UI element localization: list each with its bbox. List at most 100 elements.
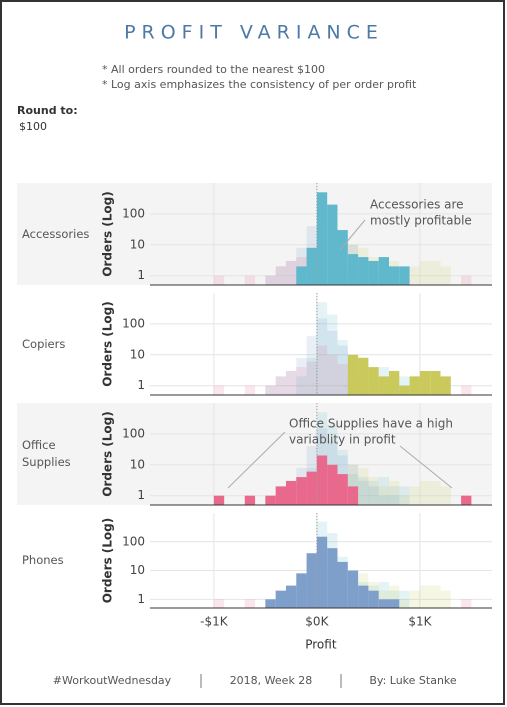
- category-label: Copiers: [22, 336, 66, 351]
- bar: [337, 230, 348, 285]
- ghost-bar: [399, 599, 410, 608]
- panel-background: [17, 183, 492, 285]
- bar: [265, 495, 276, 505]
- ghost-bar: [213, 275, 225, 285]
- ghost-bar: [306, 357, 317, 395]
- ghost-bar: [461, 275, 472, 285]
- ghost-bar: [306, 361, 317, 395]
- bar: [430, 370, 441, 395]
- bar: [316, 455, 328, 505]
- ghost-bar: [296, 367, 307, 395]
- y-tick-label: 100: [122, 426, 145, 440]
- panel-background: [17, 403, 492, 505]
- ghost-bar: [244, 275, 256, 285]
- ghost-bar: [419, 480, 431, 505]
- bar: [347, 354, 359, 395]
- x-tick-label: -$1K: [200, 615, 229, 629]
- ghost-bar: [285, 370, 297, 395]
- y-tick-label: 1: [137, 488, 145, 502]
- ghost-bar: [388, 480, 400, 505]
- ghost-bar: [368, 486, 379, 505]
- round-label: Round to:: [17, 104, 78, 117]
- ghost-bar: [213, 385, 225, 395]
- bar: [358, 357, 369, 395]
- bar: [285, 480, 297, 505]
- bar: [327, 204, 338, 285]
- ghost-bar: [419, 585, 431, 608]
- annotation: variablity in profit: [289, 433, 396, 447]
- ghost-bar: [244, 385, 256, 395]
- ghost-bar: [285, 260, 297, 285]
- ghost-bar: [409, 486, 420, 505]
- y-tick-label: 10: [130, 563, 145, 577]
- annotation: Accessories are: [370, 198, 464, 212]
- ghost-bar: [213, 599, 225, 608]
- y-axis-title: Orders (Log): [101, 191, 115, 277]
- ghost-bar: [306, 336, 317, 395]
- annotation-leader: [399, 445, 453, 489]
- ghost-bar: [388, 495, 400, 505]
- ghost-bar: [378, 495, 389, 505]
- y-axis-title: Orders (Log): [101, 411, 115, 497]
- ghost-bar: [461, 599, 472, 608]
- round-value: $100: [19, 120, 47, 133]
- bar: [275, 486, 286, 505]
- bar: [316, 536, 328, 608]
- ghost-bar: [461, 385, 472, 395]
- bar: [347, 486, 359, 505]
- ghost-bar: [399, 590, 410, 608]
- ghost-bar: [378, 582, 389, 608]
- ghost-bar: [275, 376, 286, 395]
- ghost-bar: [440, 486, 451, 505]
- bar: [296, 573, 307, 608]
- ghost-bar: [275, 266, 286, 285]
- bar: [347, 570, 359, 608]
- ghost-bar: [337, 340, 348, 395]
- ghost-bar: [275, 266, 286, 285]
- ghost-bar: [368, 477, 379, 505]
- ghost-bar: [327, 354, 338, 395]
- ghost-bar: [378, 486, 389, 505]
- bar: [306, 247, 317, 285]
- category-label: Office Supplies: [22, 438, 71, 469]
- footer-text: #WorkoutWednesday: [53, 674, 172, 687]
- ghost-bar: [327, 314, 338, 395]
- bar: [419, 370, 431, 395]
- bar: [327, 464, 338, 505]
- bar: [296, 266, 307, 285]
- y-tick-label: 100: [122, 316, 145, 330]
- ghost-bar: [440, 590, 451, 608]
- y-tick-label: 1: [137, 592, 145, 606]
- ghost-bar: [440, 266, 451, 285]
- ghost-bar: [388, 486, 400, 505]
- bar: [368, 260, 379, 285]
- ghost-bar: [399, 495, 410, 505]
- bar: [337, 474, 348, 505]
- ghost-bar: [265, 275, 276, 285]
- note: * Log axis emphasizes the consistency of…: [102, 78, 417, 91]
- bar: [399, 266, 410, 285]
- annotation: mostly profitable: [370, 214, 472, 228]
- bar: [378, 599, 389, 608]
- ghost-bar: [388, 585, 400, 608]
- y-tick-label: 100: [122, 206, 145, 220]
- ghost-bar: [265, 385, 276, 395]
- ghost-bar: [358, 477, 369, 505]
- ghost-bar: [275, 376, 286, 395]
- ghost-bar: [409, 590, 420, 608]
- bar: [306, 553, 317, 608]
- ghost-bar: [265, 385, 276, 395]
- category-label: Phones: [22, 553, 64, 567]
- y-tick-label: 10: [130, 457, 145, 471]
- category-label: Accessories: [22, 226, 90, 241]
- footer-text: 2018, Week 28: [230, 674, 313, 687]
- ghost-bar: [316, 302, 328, 395]
- footer-text: By: Luke Stanke: [369, 674, 457, 687]
- ghost-bar: [368, 480, 379, 505]
- bar: [399, 385, 410, 395]
- bar: [388, 266, 400, 285]
- y-tick-label: 100: [122, 534, 145, 548]
- title: PROFIT VARIANCE: [124, 22, 384, 44]
- annotation-leader: [339, 219, 366, 251]
